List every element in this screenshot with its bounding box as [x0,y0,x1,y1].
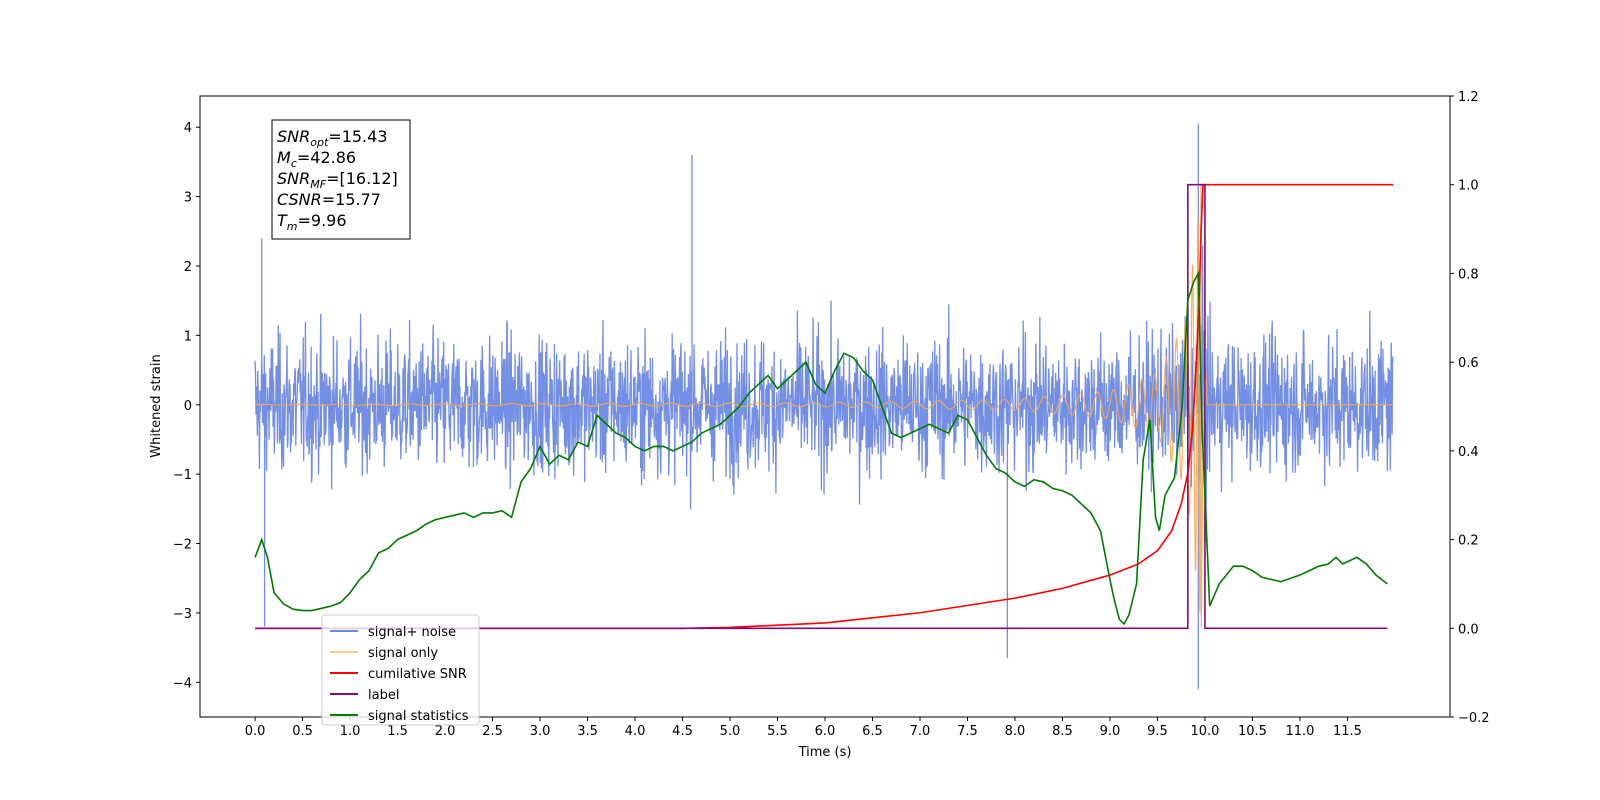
x-tick-label: 3.0 [530,724,551,739]
y2-tick-label: −0.2 [1458,711,1490,726]
x-tick-label: 10.0 [1190,724,1219,739]
legend-label-label: label [368,688,399,703]
y-tick-label: 0 [184,399,192,414]
series-signal-only-line [255,184,1394,628]
x-tick-label: 0.0 [245,724,266,739]
legend: signal+ noise signal only cumilative SNR la… [321,614,480,726]
stats-box-line: CSNR=15.77 [277,190,381,209]
y2-tick-label: 0.4 [1458,445,1479,460]
x-tick-label: 2.0 [435,724,456,739]
x-tick-label: 11.0 [1285,724,1314,739]
y-tick-label: −3 [173,607,192,622]
x-tick-label: 4.0 [625,724,646,739]
x-tick-label: 6.5 [862,724,883,739]
y-tick-label: −2 [173,538,192,553]
y-tick-label: 3 [184,191,192,206]
x-tick-label: 8.0 [1005,724,1026,739]
x-tick-label: 7.5 [957,724,978,739]
series-label-line [255,183,1388,630]
y-tick-label: 2 [184,260,192,275]
x-tick-label: 10.5 [1238,724,1267,739]
legend-label-signal-noise: signal+ noise [368,625,456,640]
x-tick-label: 1.0 [340,724,361,739]
x-axis: 0.0 0.5 1.0 1.5 2.0 2.5 3.0 3.5 4.0 4.5 5.0 5.5 6.0 6… [245,717,1362,739]
x-tick-label: 5.5 [767,724,788,739]
y2-tick-label: 0.0 [1458,622,1479,637]
stats-box-line: Mc=42.86 [277,148,356,170]
y-tick-label: 1 [184,329,192,344]
x-tick-label: 11.5 [1333,724,1362,739]
x-tick-label: 2.5 [482,724,503,739]
stats-box-line: Tm=9.96 [277,211,347,233]
x-tick-label: 3.5 [577,724,598,739]
stats-box-frame [271,119,411,240]
legend-label-cumilative-snr: cumilative SNR [368,667,467,682]
y-axis-right: −0.2 0.0 0.2 0.4 0.6 0.8 1.0 1.2 [1450,90,1490,726]
legend-label-signal-only: signal only [368,646,438,661]
x-tick-label: 1.5 [387,724,408,739]
x-tick-label: 5.0 [720,724,741,739]
y-axis-label: Whitened strain [149,354,164,457]
stats-box: SNRopt=15.43Mc=42.86SNRMF=[16.12]CSNR=15… [271,119,411,240]
y2-tick-label: 1.0 [1458,179,1479,194]
y2-tick-label: 0.8 [1458,267,1479,282]
x-tick-label: 8.5 [1052,724,1073,739]
x-axis-label: Time (s) [798,745,852,760]
y2-tick-label: 0.2 [1458,534,1479,549]
series-signal-statistics-line [254,270,1388,626]
x-tick-label: 6.0 [815,724,836,739]
y-axis-left: −4 −3 −2 −1 0 1 2 3 4 [173,121,200,691]
series-layer [254,123,1394,690]
y-tick-label: 4 [184,121,192,136]
x-tick-label: 0.5 [292,724,313,739]
y-tick-label: −1 [173,468,192,483]
x-tick-label: 4.5 [672,724,693,739]
legend-label-signal-statistics: signal statistics [368,709,469,724]
stats-box-line: SNRopt=15.43 [277,127,388,149]
x-tick-label: 9.5 [1147,724,1168,739]
x-tick-label: 7.0 [910,724,931,739]
x-tick-label: 9.0 [1100,724,1121,739]
legend-frame [321,614,480,726]
stats-box-line: SNRMF=[16.12] [277,169,398,191]
y2-tick-label: 1.2 [1458,90,1479,105]
y-tick-label: −4 [173,676,192,691]
y2-tick-label: 0.6 [1458,356,1479,371]
